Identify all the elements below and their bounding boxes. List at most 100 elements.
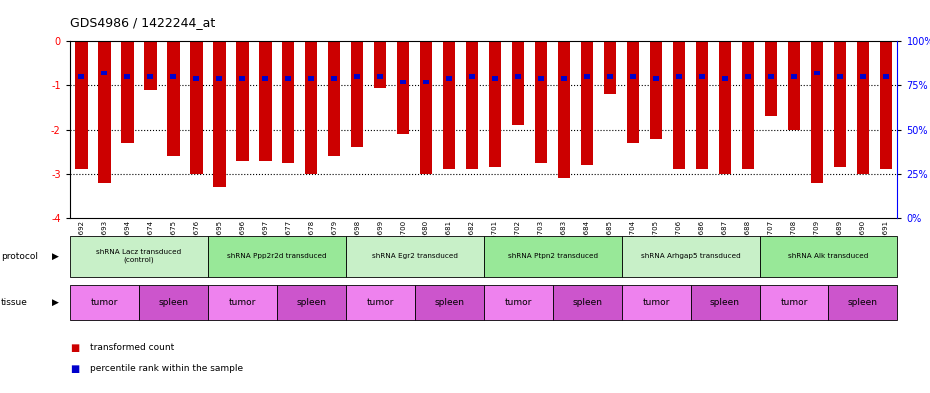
Bar [377, 74, 383, 79]
Bar [811, 41, 823, 183]
Bar [276, 285, 346, 320]
Text: spleen: spleen [572, 298, 602, 307]
Bar [621, 285, 690, 320]
Text: shRNA Egr2 transduced: shRNA Egr2 transduced [372, 253, 458, 259]
Bar [415, 285, 484, 320]
Bar [552, 285, 621, 320]
Bar [308, 76, 314, 81]
Bar [282, 41, 295, 163]
Bar [621, 236, 760, 277]
Bar [653, 76, 659, 81]
Bar [745, 74, 751, 79]
Text: spleen: spleen [158, 298, 188, 307]
Bar [698, 74, 705, 79]
Text: percentile rank within the sample: percentile rank within the sample [90, 364, 244, 373]
Text: protocol: protocol [1, 252, 38, 261]
Bar [768, 74, 774, 79]
Text: spleen: spleen [296, 298, 326, 307]
Text: GDS4986 / 1422244_at: GDS4986 / 1422244_at [70, 16, 215, 29]
Bar [512, 41, 525, 125]
Bar [764, 41, 777, 116]
Bar [236, 41, 248, 161]
Text: transformed count: transformed count [90, 343, 175, 352]
Bar [190, 41, 203, 174]
Bar [139, 285, 207, 320]
Bar [676, 74, 683, 79]
Bar [814, 71, 820, 75]
Text: ▶: ▶ [52, 252, 59, 261]
Bar [207, 285, 276, 320]
Bar [216, 76, 222, 81]
Text: tumor: tumor [90, 298, 118, 307]
Text: shRNA Arhgap5 transduced: shRNA Arhgap5 transduced [641, 253, 740, 259]
Text: ■: ■ [70, 364, 79, 374]
Bar [239, 76, 246, 81]
Bar [259, 41, 272, 161]
Bar [78, 74, 85, 79]
Bar [121, 41, 134, 143]
Bar [492, 76, 498, 81]
Text: spleen: spleen [710, 298, 740, 307]
Bar [446, 76, 452, 81]
Bar [535, 41, 548, 163]
Bar [742, 41, 754, 169]
Bar [561, 76, 567, 81]
Text: spleen: spleen [848, 298, 878, 307]
Bar [354, 74, 360, 79]
Bar [70, 236, 207, 277]
Bar [346, 236, 484, 277]
Bar [466, 41, 478, 169]
Bar [443, 41, 456, 169]
Bar [147, 74, 153, 79]
Bar [207, 236, 346, 277]
Bar [690, 285, 760, 320]
Bar [170, 74, 177, 79]
Bar [837, 74, 844, 79]
Text: tumor: tumor [643, 298, 670, 307]
Bar [489, 41, 501, 167]
Bar [70, 285, 139, 320]
Bar [627, 41, 639, 143]
Bar [331, 76, 338, 81]
Bar [650, 41, 662, 139]
Bar [607, 74, 613, 79]
Bar [213, 41, 225, 187]
Bar [883, 74, 889, 79]
Bar [397, 41, 409, 134]
Text: tumor: tumor [229, 298, 256, 307]
Bar [101, 71, 107, 75]
Bar [374, 41, 387, 88]
Bar [790, 74, 797, 79]
Bar [580, 41, 593, 165]
Bar [484, 236, 621, 277]
Bar [538, 76, 544, 81]
Bar [98, 41, 111, 183]
Text: tumor: tumor [504, 298, 532, 307]
Text: shRNA Lacz transduced
(control): shRNA Lacz transduced (control) [96, 250, 181, 263]
Bar [788, 41, 801, 130]
Bar [419, 41, 432, 174]
Bar [833, 41, 846, 167]
Bar [75, 41, 87, 169]
Bar [423, 80, 430, 84]
Bar [719, 41, 731, 174]
Text: tissue: tissue [1, 298, 28, 307]
Bar [515, 74, 521, 79]
Text: spleen: spleen [434, 298, 464, 307]
Bar [829, 285, 897, 320]
Text: shRNA Ppp2r2d transduced: shRNA Ppp2r2d transduced [227, 253, 326, 259]
Text: shRNA Alk transduced: shRNA Alk transduced [789, 253, 869, 259]
Bar [144, 41, 156, 90]
Bar [558, 41, 570, 178]
Bar [305, 41, 317, 174]
Bar [860, 74, 866, 79]
Bar [351, 41, 364, 147]
Bar [584, 74, 591, 79]
Bar [124, 74, 130, 79]
Bar [722, 76, 728, 81]
Bar [696, 41, 709, 169]
Bar [328, 41, 340, 156]
Bar [630, 74, 636, 79]
Bar [285, 76, 291, 81]
Bar [857, 41, 870, 174]
